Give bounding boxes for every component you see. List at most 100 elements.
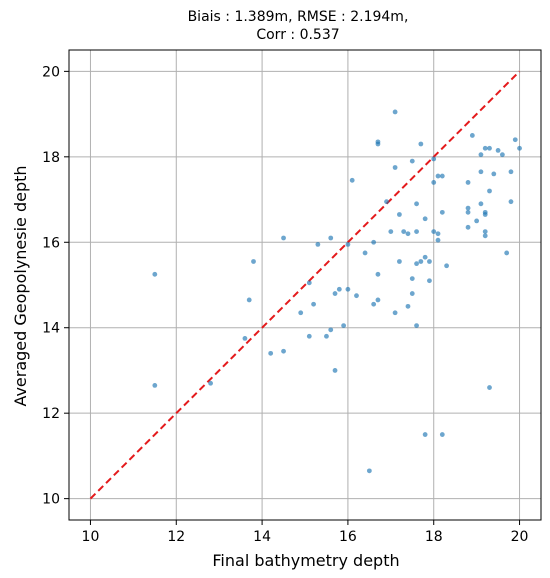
- data-point: [332, 291, 338, 296]
- data-point: [414, 261, 419, 267]
- data-point: [487, 145, 492, 151]
- data-point: [409, 276, 415, 281]
- data-point: [268, 350, 274, 356]
- data-point: [345, 286, 351, 292]
- x-tick-label: 16: [339, 529, 357, 545]
- data-point: [336, 286, 342, 292]
- chart-title-line2: Corr : 0.537: [256, 27, 339, 43]
- data-point: [431, 180, 437, 185]
- grid: [69, 50, 541, 520]
- data-point: [246, 297, 252, 303]
- data-point: [281, 235, 286, 241]
- data-point: [508, 199, 514, 205]
- data-point: [341, 323, 347, 328]
- data-point: [311, 301, 316, 307]
- data-point: [414, 201, 419, 207]
- y-axis-label: Averaged Geopolynesie depth: [11, 165, 30, 406]
- data-point: [478, 152, 484, 158]
- data-point: [431, 229, 437, 234]
- data-point: [478, 169, 484, 175]
- data-point: [435, 237, 441, 243]
- data-point: [366, 468, 372, 474]
- data-point: [465, 209, 471, 215]
- data-point: [487, 188, 492, 194]
- data-point: [414, 323, 419, 328]
- y-tick-label: 10: [42, 492, 60, 508]
- data-point: [439, 173, 445, 179]
- data-point: [371, 239, 377, 245]
- data-point: [384, 199, 389, 205]
- data-point: [349, 177, 355, 183]
- data-point: [324, 333, 329, 339]
- data-point: [508, 169, 514, 175]
- data-point: [491, 171, 497, 177]
- data-point: [427, 278, 432, 284]
- data-point: [328, 235, 334, 241]
- data-point: [375, 139, 381, 145]
- data-point: [375, 297, 381, 303]
- x-axis-label: Final bathymetry depth: [212, 551, 399, 570]
- data-point: [388, 229, 394, 234]
- data-point: [298, 310, 304, 316]
- data-point: [392, 165, 398, 170]
- chart-title-line1: Biais : 1.389m, RMSE : 2.194m,: [188, 9, 409, 25]
- data-point: [306, 333, 312, 339]
- data-point: [474, 218, 480, 224]
- x-tick-label: 12: [167, 529, 185, 545]
- data-point: [512, 137, 518, 143]
- data-point: [517, 145, 522, 151]
- data-point: [427, 259, 432, 264]
- data-point: [152, 383, 158, 388]
- data-point: [251, 259, 256, 264]
- data-point: [152, 271, 158, 277]
- data-point: [405, 303, 411, 309]
- x-tick-label: 18: [425, 529, 443, 545]
- data-point: [439, 209, 445, 215]
- data-point: [281, 348, 286, 354]
- plot-area-frame: [68, 49, 542, 521]
- data-point: [354, 293, 359, 299]
- y-tick-label: 16: [42, 235, 60, 251]
- data-point: [409, 158, 415, 164]
- data-point: [397, 212, 402, 217]
- y-tick-label: 14: [42, 321, 60, 337]
- data-point: [414, 229, 419, 234]
- data-point: [465, 180, 471, 185]
- data-point: [482, 229, 488, 234]
- data-point: [405, 231, 411, 237]
- x-axis-ticks: 10 12 14 16 18 20: [82, 520, 529, 545]
- data-point: [392, 310, 398, 316]
- data-point: [482, 145, 488, 151]
- data-point: [315, 242, 321, 247]
- data-point: [487, 385, 492, 390]
- data-point: [242, 336, 248, 341]
- data-point: [499, 152, 505, 158]
- data-points: [152, 109, 522, 474]
- data-point: [465, 224, 471, 230]
- data-point: [397, 259, 402, 264]
- data-point: [482, 233, 488, 239]
- y-tick-label: 20: [42, 64, 60, 80]
- y-tick-label: 12: [42, 406, 60, 422]
- y-tick-label: 18: [42, 150, 60, 166]
- data-point: [422, 254, 428, 260]
- data-point: [465, 205, 471, 211]
- x-tick-label: 10: [82, 529, 100, 545]
- data-point: [375, 271, 381, 277]
- data-point: [482, 212, 488, 217]
- data-point: [439, 432, 445, 437]
- data-point: [435, 231, 441, 237]
- y-axis-ticks: 10 12 14 16 18 20: [42, 64, 69, 508]
- data-point: [362, 250, 368, 256]
- data-point: [422, 432, 428, 437]
- identity-reference-line: [89, 70, 521, 500]
- x-tick-label: 20: [511, 529, 529, 545]
- data-point: [418, 141, 424, 147]
- data-point: [392, 109, 398, 115]
- data-point: [431, 156, 437, 162]
- x-tick-label: 14: [253, 529, 271, 545]
- data-point: [422, 216, 428, 222]
- data-point: [435, 173, 441, 179]
- data-point: [328, 327, 334, 333]
